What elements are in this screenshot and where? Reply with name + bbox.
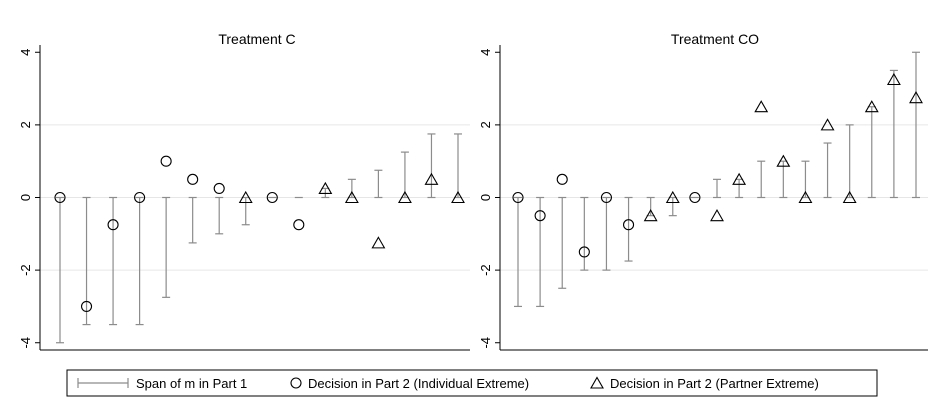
y-tick-label: -2: [18, 264, 33, 276]
y-tick-label: 4: [18, 49, 33, 56]
range-bar: [374, 169, 383, 199]
y-tick-label: 0: [18, 194, 33, 201]
y-tick-label: 2: [18, 121, 33, 128]
decision-point-individual: [512, 191, 524, 204]
decision-point-individual: [80, 300, 93, 312]
y-tick-label: -2: [478, 264, 493, 276]
decision-point-partner: [864, 100, 879, 113]
decision-point-partner: [344, 190, 359, 204]
range-bar: [889, 69, 898, 199]
range-bar: [823, 142, 832, 199]
decision-point-individual: [266, 191, 278, 204]
legend-item-span: Span of m in Part 1: [77, 376, 247, 391]
range-bar: [427, 133, 436, 199]
range-bar: [558, 196, 567, 289]
range-bar: [602, 196, 611, 271]
range-bar: [514, 196, 522, 308]
legend-item-partner: Decision in Part 2 (Partner Extreme): [590, 376, 819, 391]
decision-point-individual: [623, 219, 635, 231]
decision-point-partner: [710, 209, 724, 222]
panel-title: Treatment C: [218, 31, 295, 47]
range-bar: [241, 196, 250, 226]
range-bar: [454, 133, 462, 199]
range-bar: [580, 196, 589, 271]
range-bar: [646, 196, 655, 217]
legend-circle-icon: [290, 377, 302, 389]
decision-point-partner: [318, 181, 333, 194]
range-bar: [109, 196, 118, 326]
range-bar: [82, 196, 91, 326]
range-bar: [162, 196, 171, 298]
range-bar: [757, 160, 766, 199]
decision-point-individual: [689, 191, 701, 204]
decision-point-individual: [534, 210, 546, 222]
decision-point-individual: [600, 191, 612, 204]
panel-treatment-co: Treatment CO -4 -2 0 2 4: [478, 31, 928, 351]
decision-point-individual: [134, 191, 146, 204]
decision-point-individual: [160, 155, 172, 167]
range-bar: [668, 196, 677, 217]
decision-point-partner: [451, 190, 465, 204]
decision-point-partner: [820, 118, 835, 131]
decision-point-individual: [187, 173, 199, 185]
legend-label-span: Span of m in Part 1: [136, 376, 247, 391]
decision-point-partner: [397, 190, 412, 204]
legend-item-individual: Decision in Part 2 (Individual Extreme): [290, 376, 529, 391]
range-bar: [867, 106, 876, 199]
range-bar: [135, 196, 144, 326]
range-bar: [56, 196, 64, 344]
range-bar: [713, 178, 721, 199]
y-tick-label: 2: [478, 121, 493, 128]
decision-point-individual: [107, 219, 119, 231]
decision-point-individual: [213, 182, 225, 194]
range-bar: [347, 178, 356, 199]
y-tick-label: 4: [478, 49, 493, 56]
range-bar: [188, 196, 197, 244]
range-bar: [215, 196, 224, 235]
y-tick-label: 0: [478, 194, 493, 201]
legend-triangle-icon: [590, 376, 604, 389]
panel-title: Treatment CO: [671, 31, 759, 47]
decision-point-individual: [293, 219, 305, 231]
range-bar: [912, 51, 920, 199]
legend-label-partner: Decision in Part 2 (Partner Extreme): [610, 376, 819, 391]
legend-box: [66, 369, 878, 397]
decision-point-partner: [886, 72, 901, 86]
decision-point-partner: [238, 190, 253, 204]
y-tick-label: -4: [18, 337, 33, 349]
panel-treatment-c: Treatment C -4 -2 0 2 4: [18, 31, 470, 351]
decision-point-individual: [578, 246, 590, 258]
decision-point-partner: [776, 154, 791, 167]
decision-point-partner: [842, 190, 857, 204]
range-bar: [845, 124, 854, 199]
decision-point-partner: [798, 190, 813, 204]
range-bar: [536, 196, 545, 308]
range-bar: [735, 178, 744, 199]
range-bar: [400, 151, 409, 199]
decision-point-partner: [371, 236, 386, 249]
decision-point-partner: [909, 91, 923, 104]
legend-label-individual: Decision in Part 2 (Individual Extreme): [308, 376, 529, 391]
decision-point-partner: [643, 209, 658, 222]
decision-point-individual: [556, 173, 568, 185]
decision-point-partner: [732, 172, 747, 185]
y-tick-label: -4: [478, 337, 493, 349]
decision-point-partner: [665, 190, 680, 204]
decision-point-partner: [754, 100, 769, 113]
decision-point-individual: [54, 191, 66, 204]
legend: Span of m in Part 1 Decision in Part 2 (…: [66, 369, 878, 397]
decision-point-partner: [424, 172, 439, 185]
